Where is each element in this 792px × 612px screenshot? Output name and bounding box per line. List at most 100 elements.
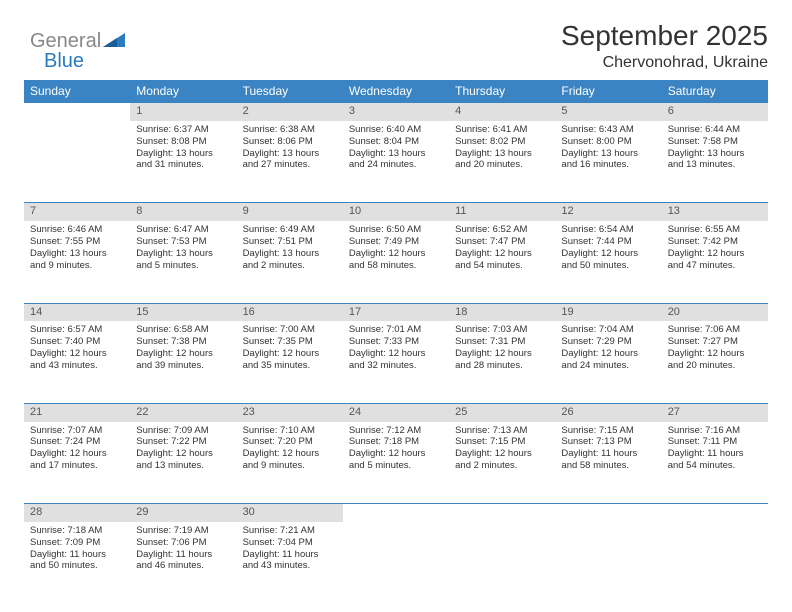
day-detail-line: and 28 minutes.: [455, 360, 549, 372]
day-detail-line: Daylight: 13 hours: [136, 248, 230, 260]
day-cell: [343, 522, 449, 604]
day-detail-line: Sunrise: 6:49 AM: [243, 224, 337, 236]
day-number: 19: [555, 303, 661, 321]
day-detail-line: and 43 minutes.: [243, 560, 337, 572]
day-detail-line: and 43 minutes.: [30, 360, 124, 372]
col-monday: Monday: [130, 80, 236, 103]
day-detail-line: Sunrise: 6:43 AM: [561, 124, 655, 136]
day-detail-line: Sunset: 8:04 PM: [349, 136, 443, 148]
day-detail-line: and 54 minutes.: [668, 460, 762, 472]
day-detail-line: Sunset: 7:51 PM: [243, 236, 337, 248]
day-detail-line: Sunrise: 6:38 AM: [243, 124, 337, 136]
day-detail-line: Sunset: 7:20 PM: [243, 436, 337, 448]
col-friday: Friday: [555, 80, 661, 103]
day-detail-line: Sunset: 7:06 PM: [136, 537, 230, 549]
day-detail-line: and 5 minutes.: [349, 460, 443, 472]
day-detail-line: and 46 minutes.: [136, 560, 230, 572]
day-number: 12: [555, 203, 661, 221]
day-detail-line: and 13 minutes.: [136, 460, 230, 472]
logo-text-blue: Blue: [44, 50, 84, 73]
day-number: 7: [24, 203, 130, 221]
day-detail-line: Sunrise: 7:15 AM: [561, 425, 655, 437]
day-cell: Sunrise: 6:40 AMSunset: 8:04 PMDaylight:…: [343, 121, 449, 203]
day-detail-line: Sunrise: 7:04 AM: [561, 324, 655, 336]
day-detail-line: and 17 minutes.: [30, 460, 124, 472]
day-detail-line: Sunrise: 7:16 AM: [668, 425, 762, 437]
day-header-row: Sunday Monday Tuesday Wednesday Thursday…: [24, 80, 768, 103]
day-detail-line: and 32 minutes.: [349, 360, 443, 372]
day-detail-line: Daylight: 12 hours: [349, 348, 443, 360]
day-detail-line: and 20 minutes.: [668, 360, 762, 372]
day-number: 9: [237, 203, 343, 221]
day-detail-line: Sunset: 7:13 PM: [561, 436, 655, 448]
day-number-row: 78910111213: [24, 203, 768, 221]
day-cell: Sunrise: 6:52 AMSunset: 7:47 PMDaylight:…: [449, 221, 555, 303]
day-detail-line: Sunset: 7:42 PM: [668, 236, 762, 248]
day-detail-line: Sunrise: 6:50 AM: [349, 224, 443, 236]
day-number-row: 14151617181920: [24, 303, 768, 321]
day-detail-line: Daylight: 12 hours: [30, 348, 124, 360]
day-cell: Sunrise: 7:12 AMSunset: 7:18 PMDaylight:…: [343, 422, 449, 504]
day-detail-line: Sunrise: 6:46 AM: [30, 224, 124, 236]
logo-triangle-icon: [103, 30, 125, 53]
day-detail-line: Sunset: 7:29 PM: [561, 336, 655, 348]
day-detail-line: and 5 minutes.: [136, 260, 230, 272]
day-content-row: Sunrise: 7:18 AMSunset: 7:09 PMDaylight:…: [24, 522, 768, 604]
day-detail-line: Sunrise: 7:01 AM: [349, 324, 443, 336]
day-detail-line: Sunrise: 6:54 AM: [561, 224, 655, 236]
day-cell: [555, 522, 661, 604]
day-detail-line: Sunrise: 7:12 AM: [349, 425, 443, 437]
day-detail-line: Daylight: 13 hours: [349, 148, 443, 160]
day-detail-line: Daylight: 12 hours: [349, 448, 443, 460]
day-detail-line: Sunset: 7:53 PM: [136, 236, 230, 248]
day-detail-line: Daylight: 12 hours: [561, 348, 655, 360]
day-number-row: 282930: [24, 504, 768, 522]
day-detail-line: Sunrise: 7:18 AM: [30, 525, 124, 537]
day-cell: Sunrise: 6:50 AMSunset: 7:49 PMDaylight:…: [343, 221, 449, 303]
day-cell: [24, 121, 130, 203]
day-number: 23: [237, 403, 343, 421]
day-detail-line: Sunset: 7:15 PM: [455, 436, 549, 448]
day-cell: Sunrise: 7:21 AMSunset: 7:04 PMDaylight:…: [237, 522, 343, 604]
day-number: 1: [130, 103, 236, 121]
day-detail-line: Sunset: 7:58 PM: [668, 136, 762, 148]
day-detail-line: and 24 minutes.: [561, 360, 655, 372]
day-cell: Sunrise: 7:16 AMSunset: 7:11 PMDaylight:…: [662, 422, 768, 504]
day-detail-line: Sunrise: 6:37 AM: [136, 124, 230, 136]
day-detail-line: and 2 minutes.: [243, 260, 337, 272]
day-detail-line: Sunrise: 7:10 AM: [243, 425, 337, 437]
day-cell: Sunrise: 6:54 AMSunset: 7:44 PMDaylight:…: [555, 221, 661, 303]
day-detail-line: Sunrise: 6:41 AM: [455, 124, 549, 136]
day-number: 28: [24, 504, 130, 522]
header: September 2025 Chervonohrad, Ukraine: [24, 20, 768, 72]
day-cell: Sunrise: 7:06 AMSunset: 7:27 PMDaylight:…: [662, 321, 768, 403]
day-detail-line: Daylight: 11 hours: [561, 448, 655, 460]
day-detail-line: Sunrise: 7:21 AM: [243, 525, 337, 537]
day-detail-line: and 54 minutes.: [455, 260, 549, 272]
day-detail-line: Daylight: 13 hours: [243, 148, 337, 160]
day-detail-line: and 16 minutes.: [561, 159, 655, 171]
day-number: 8: [130, 203, 236, 221]
day-detail-line: Sunset: 7:04 PM: [243, 537, 337, 549]
location-text: Chervonohrad, Ukraine: [24, 54, 768, 72]
day-detail-line: Daylight: 12 hours: [349, 248, 443, 260]
day-number: [662, 504, 768, 522]
day-cell: Sunrise: 7:03 AMSunset: 7:31 PMDaylight:…: [449, 321, 555, 403]
col-saturday: Saturday: [662, 80, 768, 103]
day-detail-line: Daylight: 12 hours: [455, 448, 549, 460]
day-number: 26: [555, 403, 661, 421]
day-number-row: 21222324252627: [24, 403, 768, 421]
day-detail-line: Sunrise: 6:57 AM: [30, 324, 124, 336]
day-detail-line: Sunrise: 7:09 AM: [136, 425, 230, 437]
day-content-row: Sunrise: 6:37 AMSunset: 8:08 PMDaylight:…: [24, 121, 768, 203]
day-detail-line: and 24 minutes.: [349, 159, 443, 171]
day-number: [343, 504, 449, 522]
day-cell: Sunrise: 7:00 AMSunset: 7:35 PMDaylight:…: [237, 321, 343, 403]
day-cell: Sunrise: 7:18 AMSunset: 7:09 PMDaylight:…: [24, 522, 130, 604]
day-cell: Sunrise: 7:13 AMSunset: 7:15 PMDaylight:…: [449, 422, 555, 504]
day-detail-line: Sunset: 7:22 PM: [136, 436, 230, 448]
day-detail-line: Daylight: 12 hours: [561, 248, 655, 260]
day-cell: Sunrise: 6:38 AMSunset: 8:06 PMDaylight:…: [237, 121, 343, 203]
day-detail-line: and 50 minutes.: [30, 560, 124, 572]
day-detail-line: Daylight: 12 hours: [136, 448, 230, 460]
